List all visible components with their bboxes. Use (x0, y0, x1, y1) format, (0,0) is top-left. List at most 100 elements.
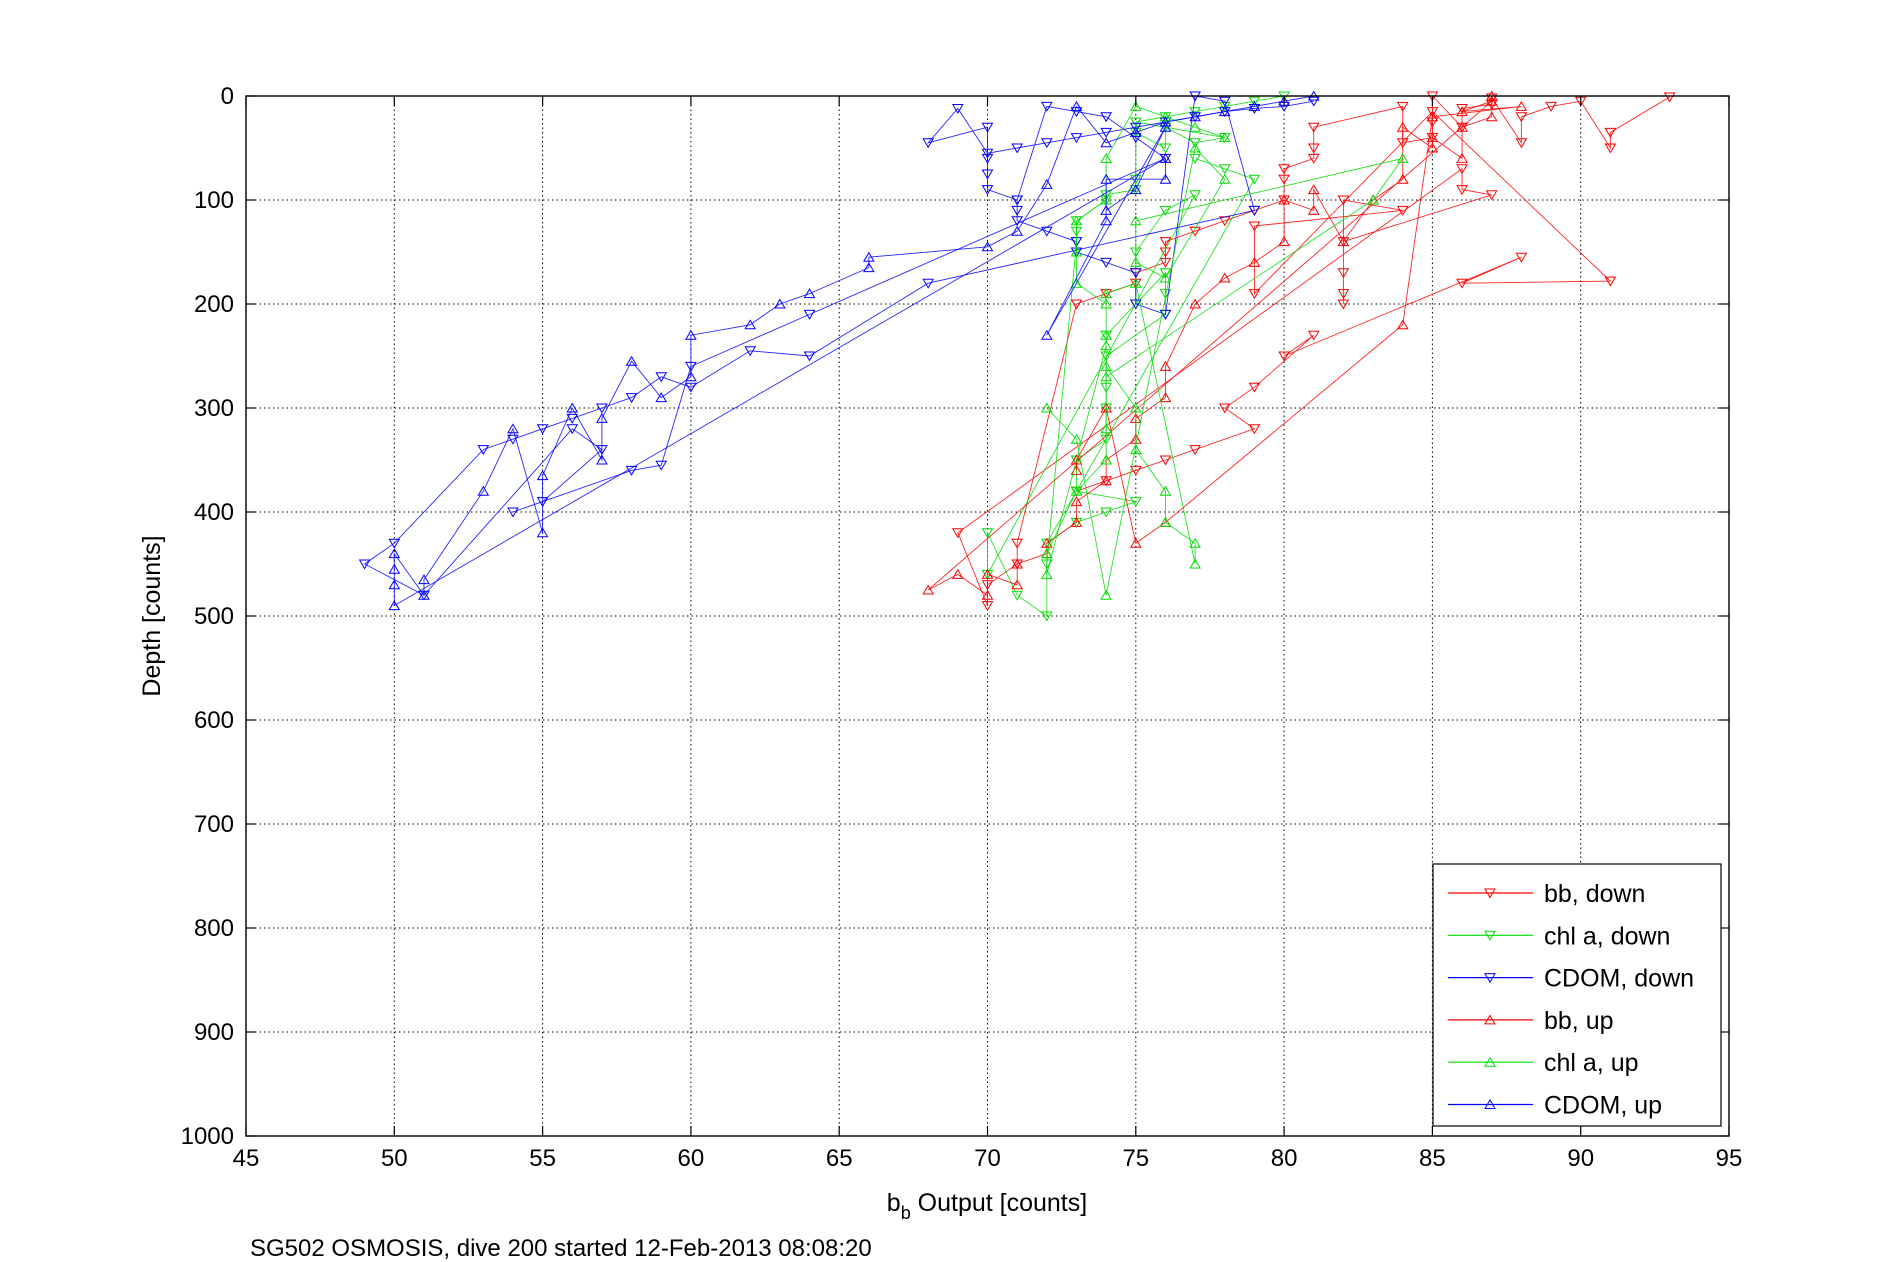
data-point (1100, 127, 1113, 138)
data-point (1307, 153, 1320, 164)
data-point (1040, 329, 1053, 340)
data-point (1248, 100, 1261, 111)
data-point (685, 382, 697, 393)
data-point (981, 601, 994, 612)
data-point (1159, 392, 1172, 403)
series-chl-a-up (1040, 100, 1409, 600)
data-point (1396, 205, 1409, 216)
data-point (1307, 122, 1320, 133)
data-point (1159, 116, 1172, 127)
data-point (981, 169, 994, 180)
data-point (596, 454, 608, 465)
data-point (1129, 444, 1142, 455)
data-point (1159, 173, 1172, 184)
data-point (1189, 537, 1201, 548)
series-cdom-up (388, 90, 1320, 611)
legend-marker (1484, 973, 1496, 984)
legend: bb, down chl a, down CDOM, down bb, up chl a… (1432, 863, 1722, 1127)
y-tick-label: 400 (194, 499, 234, 526)
series-line (957, 94, 1670, 606)
data-point (803, 351, 816, 362)
data-point (1129, 133, 1142, 144)
data-point (1456, 185, 1468, 196)
data-point (1070, 246, 1083, 257)
data-point (1100, 371, 1113, 382)
y-tick-label: 700 (194, 811, 234, 838)
data-point (1040, 138, 1053, 149)
data-point (388, 538, 401, 549)
data-point (1129, 184, 1142, 195)
data-point (1307, 330, 1320, 341)
data-point (1189, 121, 1201, 132)
data-point (1456, 103, 1468, 114)
x-axis-label: bb Output [counts] (887, 1189, 1087, 1223)
data-point (477, 485, 490, 496)
data-point (1337, 236, 1350, 247)
data-point (1426, 132, 1439, 143)
data-point (1100, 215, 1113, 226)
data-point (655, 392, 668, 403)
data-point (1278, 174, 1290, 185)
tick-labels: 45 50 55 60 65 70 75 80 85 90 95 0 100 200 300 400 500 60… (181, 83, 1743, 1172)
data-point (1011, 143, 1024, 154)
data-point (1129, 497, 1142, 508)
data-point (922, 138, 935, 149)
data-point (1189, 142, 1201, 153)
data-point (1604, 143, 1617, 154)
axis-ticks (245, 95, 1730, 1137)
data-point (951, 103, 964, 114)
data-point (1100, 288, 1113, 299)
data-point (1011, 558, 1024, 569)
data-point (1248, 96, 1261, 107)
x-tick-label: 60 (678, 1145, 705, 1172)
series-line (393, 95, 1314, 607)
data-point (1278, 351, 1290, 362)
data-point (1337, 299, 1350, 310)
data-point (625, 465, 638, 476)
data-point (536, 527, 549, 538)
data-point (1040, 568, 1053, 579)
data-point (1426, 142, 1439, 153)
data-point (1159, 309, 1172, 320)
data-point (507, 507, 519, 518)
data-point (1100, 423, 1113, 434)
data-point (1515, 252, 1528, 263)
data-point (1604, 127, 1617, 138)
data-point (1100, 475, 1113, 486)
data-point (1011, 225, 1024, 236)
data-point (1248, 174, 1261, 185)
legend-box (1432, 863, 1722, 1127)
data-point (1485, 190, 1498, 201)
x-tick-label: 80 (1271, 1145, 1298, 1172)
data-point (1515, 100, 1528, 111)
data-point (1129, 465, 1142, 476)
data-point (1159, 143, 1172, 154)
x-tick-label: 70 (974, 1145, 1001, 1172)
data-point (1248, 221, 1261, 232)
data-point (981, 568, 994, 579)
data-point (1129, 402, 1142, 413)
data-point (981, 153, 994, 164)
data-point (1011, 205, 1024, 216)
data-point (1159, 247, 1172, 258)
data-point (685, 371, 697, 382)
data-point (981, 122, 994, 133)
data-point (1337, 289, 1350, 300)
data-point (566, 402, 579, 413)
data-point (1189, 111, 1201, 122)
data-point (1485, 95, 1498, 106)
legend-label: bb, up (1544, 1007, 1614, 1035)
data-point (1129, 299, 1142, 310)
y-tick-label: 600 (194, 707, 234, 734)
data-point (418, 589, 430, 600)
data-point (536, 470, 549, 481)
x-tick-label: 75 (1122, 1145, 1149, 1172)
data-point (1100, 507, 1113, 518)
data-point (862, 262, 875, 273)
data-point (1159, 516, 1172, 527)
data-point (1218, 173, 1231, 184)
data-point (1456, 152, 1468, 163)
data-point (1248, 289, 1261, 300)
data-point (1129, 100, 1142, 111)
data-point (1159, 111, 1172, 122)
